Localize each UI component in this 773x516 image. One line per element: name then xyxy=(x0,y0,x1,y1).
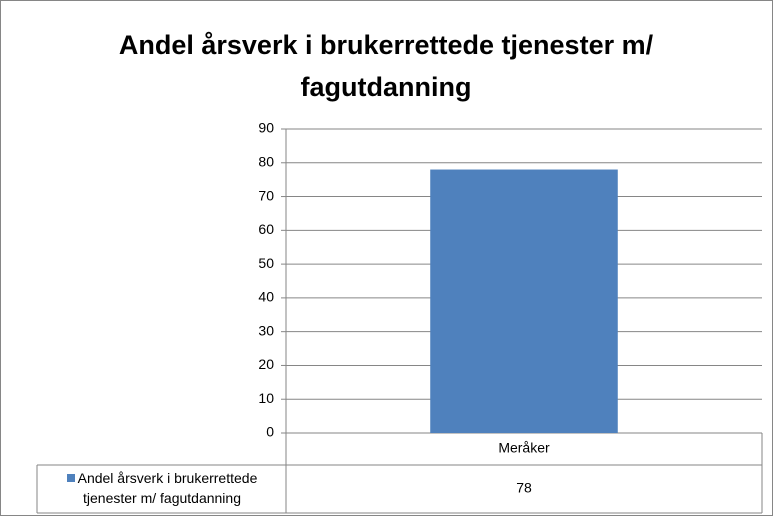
y-tick-label: 0 xyxy=(266,424,274,440)
y-tick-label: 10 xyxy=(258,390,274,406)
y-tick-label: 60 xyxy=(258,221,274,237)
chart-title: Andel årsverk i brukerrettede tjenester … xyxy=(118,30,654,102)
y-tick-label: 80 xyxy=(258,153,274,169)
bar xyxy=(430,169,618,434)
y-tick-label: 90 xyxy=(258,120,274,136)
x-tick-label: Meråker xyxy=(498,440,550,456)
legend-entry: Andel årsverk i brukerrettede tjenester … xyxy=(40,468,284,508)
y-tick-label: 20 xyxy=(258,356,274,372)
table-value: 78 xyxy=(516,480,532,496)
y-tick-label: 30 xyxy=(258,322,274,338)
legend-label: Andel årsverk i brukerrettede tjenester … xyxy=(77,470,258,506)
y-tick-label: 50 xyxy=(258,255,274,271)
y-tick-label: 70 xyxy=(258,187,274,203)
y-tick-label: 40 xyxy=(258,289,274,305)
legend-key xyxy=(66,474,75,482)
